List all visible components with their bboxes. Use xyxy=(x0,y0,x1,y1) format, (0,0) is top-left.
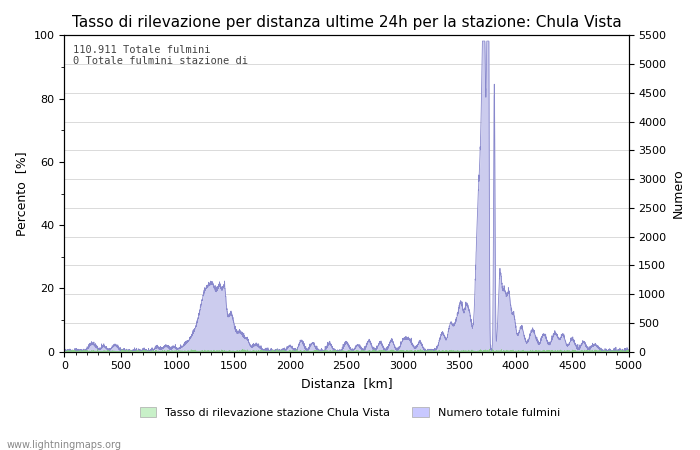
Legend: Tasso di rilevazione stazione Chula Vista, Numero totale fulmini: Tasso di rilevazione stazione Chula Vist… xyxy=(135,402,565,422)
Y-axis label: Percento  [%]: Percento [%] xyxy=(15,151,28,236)
Text: 110.911 Totale fulmini
0 Totale fulmini stazione di: 110.911 Totale fulmini 0 Totale fulmini … xyxy=(73,45,248,67)
X-axis label: Distanza  [km]: Distanza [km] xyxy=(300,377,392,390)
Title: Tasso di rilevazione per distanza ultime 24h per la stazione: Chula Vista: Tasso di rilevazione per distanza ultime… xyxy=(71,15,622,30)
Text: www.lightningmaps.org: www.lightningmaps.org xyxy=(7,440,122,450)
Y-axis label: Numero: Numero xyxy=(672,169,685,218)
